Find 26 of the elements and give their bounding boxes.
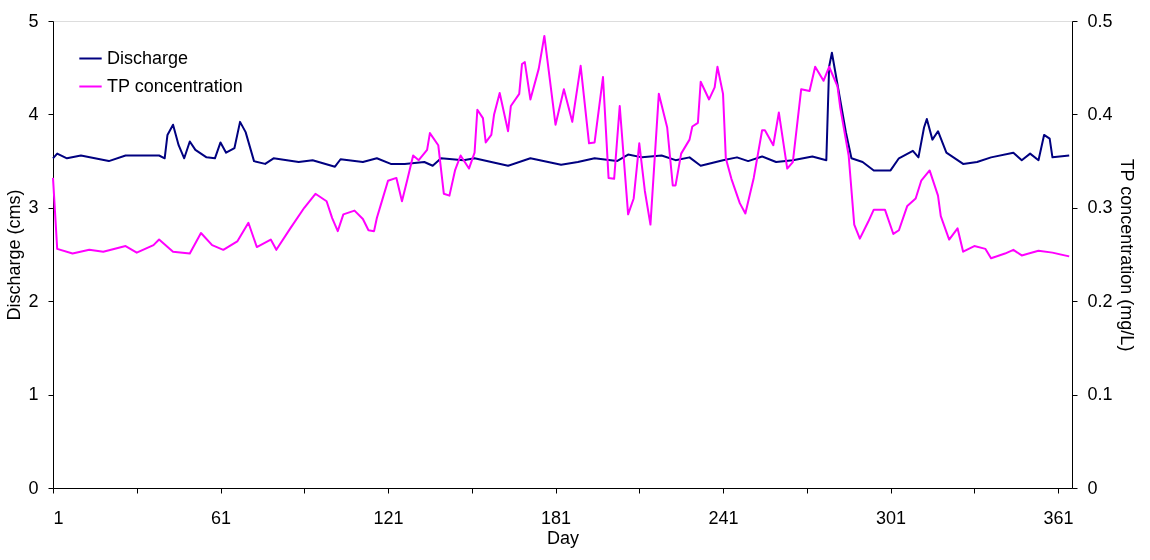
y-axis-title: Discharge (cms) (4, 189, 25, 321)
y-tick-label: 3 (28, 197, 39, 218)
y2-axis-title: TP concentration (mg/L) (1116, 158, 1137, 352)
line-series (52, 51, 1071, 172)
legend-label: TP concentration (107, 75, 243, 96)
x-tick-label: 121 (373, 507, 404, 528)
y-tick-label: 0 (28, 477, 39, 498)
y-tick-label: 2 (28, 290, 39, 311)
legend-label: Discharge (107, 47, 189, 68)
x-axis-title: Day (546, 527, 580, 548)
x-tick-label: 61 (210, 507, 232, 528)
y2-tick-label: 0.1 (1087, 384, 1113, 405)
x-tick-label: 241 (708, 507, 739, 528)
y2-tick-label: 0.5 (1087, 10, 1113, 31)
x-tick-label: 301 (876, 507, 907, 528)
y-tick-label: 4 (28, 103, 39, 124)
y-tick-label: 1 (28, 384, 39, 405)
y2-tick-label: 0 (1087, 477, 1098, 498)
line-series (52, 34, 1071, 260)
y2-tick-label: 0.2 (1087, 290, 1113, 311)
y2-tick-label: 0.4 (1087, 103, 1113, 124)
x-tick-label: 1 (53, 507, 64, 528)
y-tick-label: 5 (28, 10, 39, 31)
x-tick-label: 181 (541, 507, 572, 528)
y2-tick-label: 0.3 (1087, 197, 1113, 218)
x-tick-label: 361 (1043, 507, 1074, 528)
